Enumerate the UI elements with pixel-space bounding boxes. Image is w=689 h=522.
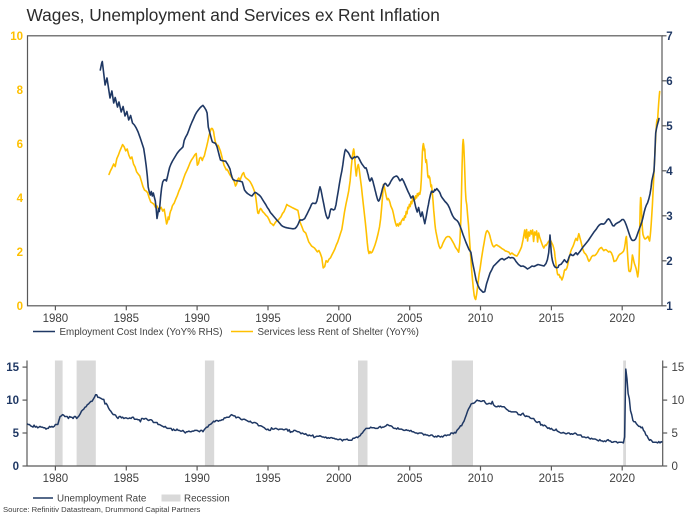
svg-text:7: 7 — [666, 31, 672, 43]
svg-text:6: 6 — [666, 76, 672, 88]
svg-text:2005: 2005 — [397, 473, 423, 485]
svg-text:2020: 2020 — [609, 313, 635, 325]
svg-text:2015: 2015 — [539, 473, 565, 485]
svg-text:6: 6 — [17, 139, 23, 151]
svg-text:1990: 1990 — [184, 473, 210, 485]
svg-text:4: 4 — [17, 193, 24, 205]
svg-text:2000: 2000 — [326, 473, 352, 485]
svg-text:2: 2 — [17, 247, 23, 259]
svg-text:3: 3 — [666, 211, 672, 223]
svg-text:0: 0 — [13, 461, 19, 473]
svg-text:1990: 1990 — [184, 313, 210, 325]
svg-text:2010: 2010 — [468, 313, 494, 325]
svg-text:1: 1 — [666, 301, 673, 313]
svg-text:Wages, Unemployment and Servic: Wages, Unemployment and Services ex Rent… — [27, 5, 440, 25]
svg-text:2020: 2020 — [609, 473, 635, 485]
svg-text:5: 5 — [672, 428, 678, 440]
svg-text:10: 10 — [6, 395, 19, 407]
svg-text:15: 15 — [672, 362, 685, 374]
svg-text:Recession: Recession — [184, 493, 230, 504]
svg-text:10: 10 — [672, 395, 685, 407]
svg-text:5: 5 — [13, 428, 20, 440]
svg-text:Employment Cost Index (YoY% RH: Employment Cost Index (YoY% RHS) — [60, 327, 223, 338]
svg-text:2015: 2015 — [539, 313, 565, 325]
svg-text:8: 8 — [17, 85, 24, 97]
svg-text:Unemployment Rate: Unemployment Rate — [57, 493, 147, 504]
svg-text:15: 15 — [6, 362, 19, 374]
svg-text:4: 4 — [666, 166, 673, 178]
svg-text:2005: 2005 — [397, 313, 423, 325]
svg-text:2: 2 — [666, 256, 672, 268]
svg-text:1985: 1985 — [114, 313, 140, 325]
svg-text:10: 10 — [10, 31, 23, 43]
svg-text:0: 0 — [17, 301, 23, 313]
svg-text:2000: 2000 — [326, 313, 352, 325]
svg-text:Source: Refinitiv Datastream,: Source: Refinitiv Datastream, Drummond C… — [3, 505, 201, 514]
svg-text:0: 0 — [672, 461, 678, 473]
svg-text:1980: 1980 — [43, 473, 69, 485]
svg-text:1980: 1980 — [43, 313, 69, 325]
svg-text:5: 5 — [666, 121, 673, 133]
svg-text:2010: 2010 — [468, 473, 494, 485]
svg-text:1985: 1985 — [114, 473, 140, 485]
svg-text:1995: 1995 — [255, 313, 281, 325]
svg-text:Services less Rent of Shelter: Services less Rent of Shelter (YoY%) — [258, 327, 419, 338]
svg-text:1995: 1995 — [255, 473, 281, 485]
